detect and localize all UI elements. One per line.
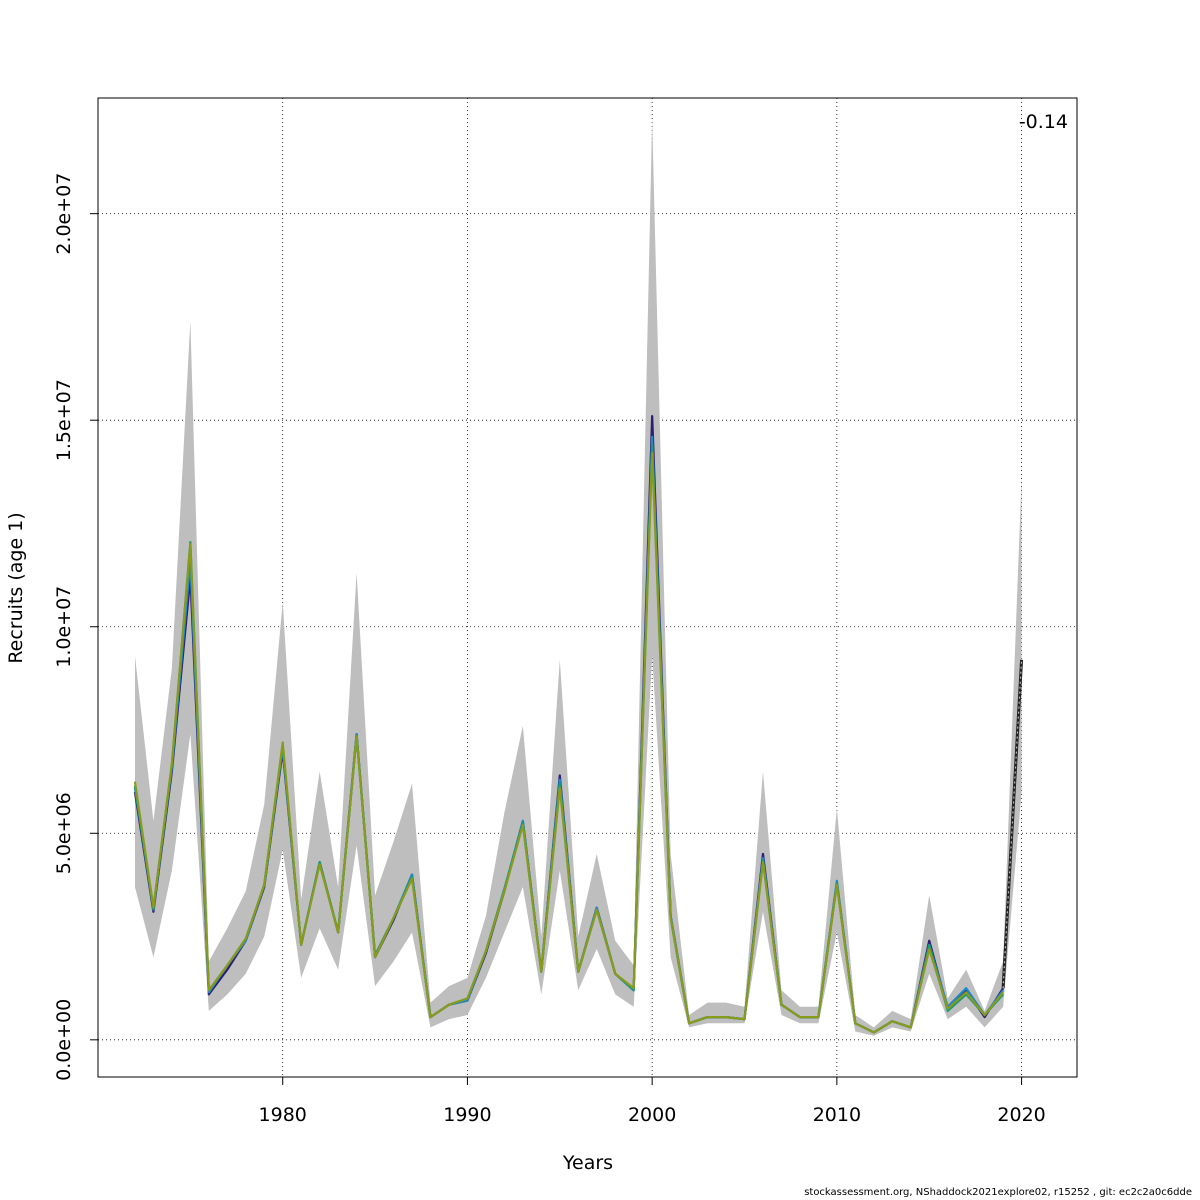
series-line — [133, 414, 1005, 1034]
x-axis: 1980 1990 2000 2010 2020 — [259, 1077, 1046, 1126]
y-tick-label: 5.0e+06 — [53, 792, 75, 874]
y-tick-label: 2.0e+07 — [53, 173, 75, 255]
y-axis: 0.0e+00 5.0e+06 1.0e+07 1.5e+07 2.0e+07 — [53, 173, 98, 1081]
confidence-band-layer — [134, 118, 1022, 1036]
series-line — [133, 452, 1004, 1034]
plot-frame — [97, 97, 1078, 1078]
x-tick-label: 2020 — [997, 1104, 1045, 1126]
x-tick-label: 1990 — [443, 1104, 491, 1126]
y-tick-label: 0.0e+00 — [53, 999, 75, 1081]
series-line — [133, 443, 1004, 1034]
series-line — [133, 435, 1004, 1034]
y-axis-label: Recruits (age 1) — [5, 512, 27, 663]
correlation-annotation: -0.14 — [1018, 111, 1068, 133]
x-tick-label: 2010 — [813, 1104, 861, 1126]
y-tick-label: 1.5e+07 — [53, 379, 75, 461]
confidence-band — [134, 118, 1022, 1036]
x-axis-label: Years — [562, 1152, 613, 1174]
series-layer — [133, 414, 1024, 1034]
projection-segment — [1001, 659, 1024, 989]
footer-credit: stockassessment.org, NShaddock2021explor… — [804, 1187, 1192, 1198]
x-tick-label: 1980 — [259, 1104, 307, 1126]
y-tick-label: 1.0e+07 — [53, 586, 75, 668]
x-tick-label: 2000 — [628, 1104, 676, 1126]
